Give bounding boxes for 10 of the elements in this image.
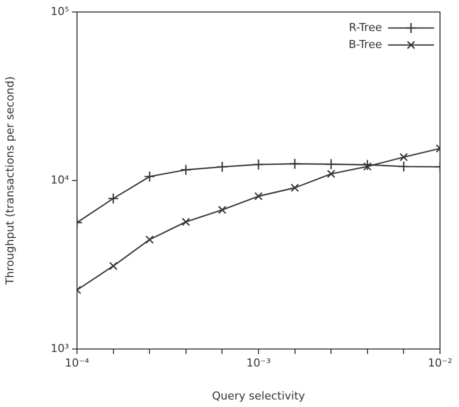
x-tick-label: 10⁻³ — [246, 356, 271, 370]
y-tick-label: 10⁴ — [50, 173, 70, 186]
x-axis-title: Query selectivity — [212, 389, 306, 402]
y-tick-label: 10⁵ — [50, 4, 69, 18]
legend-label: B-Tree — [348, 38, 382, 51]
y-tick-label: 10³ — [50, 342, 69, 355]
x-tick-label: 10⁻² — [428, 356, 452, 370]
x-tick-label: 10⁻⁴ — [64, 356, 90, 370]
y-axis-title: Throughput (transactions per second) — [3, 76, 16, 286]
legend-label: R-Tree — [348, 20, 382, 34]
